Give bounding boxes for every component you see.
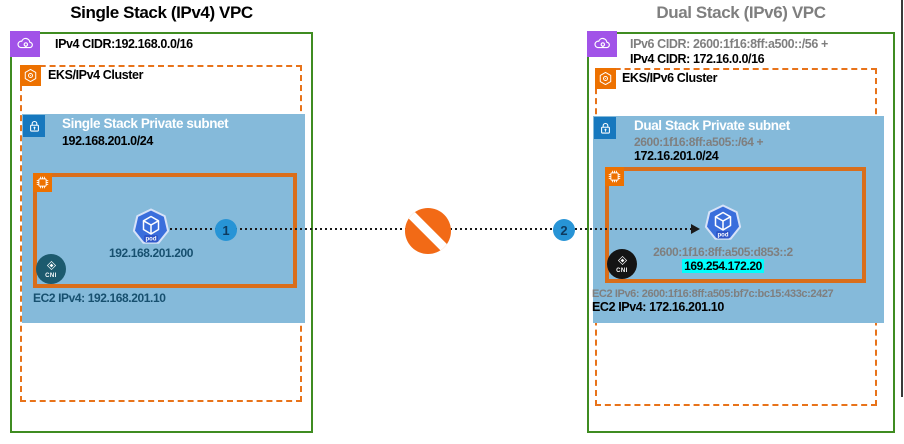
left-ec2-ip: EC2 IPv4: 192.168.201.10 xyxy=(33,291,166,305)
step-2-badge: 2 xyxy=(553,219,575,241)
window-edge-line xyxy=(901,0,903,397)
right-vpc-boundary xyxy=(587,32,895,433)
step-1-label: 1 xyxy=(222,222,230,238)
right-subnet-cidr-v6: 2600:1f16:8ff:a505::/64 + xyxy=(634,135,764,149)
vpc-cloud-icon xyxy=(587,31,617,57)
right-subnet-title: Dual Stack Private subnet xyxy=(634,118,790,133)
ec2-chip-icon xyxy=(33,173,52,192)
pod-icon: pod xyxy=(703,203,743,243)
cni-icon: CNI xyxy=(607,249,637,279)
no-entry-icon xyxy=(405,208,451,254)
right-vpc-title: Dual Stack (IPv6) VPC xyxy=(656,3,826,22)
right-pod-ipv6: 2600:1f16:8ff:a505:d853::2 xyxy=(653,245,793,259)
left-pod-ip: 192.168.201.200 xyxy=(108,246,194,260)
vpc-cloud-icon xyxy=(10,31,40,57)
right-subnet-cidr-v4: 172.16.201.0/24 xyxy=(634,149,719,163)
left-subnet-title: Single Stack Private subnet xyxy=(62,116,229,131)
left-subnet-cidr: 192.168.201.0/24 xyxy=(62,134,153,148)
pod-label: pod xyxy=(718,233,729,239)
right-ec2-ipv4: EC2 IPv4: 172.16.201.10 xyxy=(592,300,724,314)
left-cluster-label: EKS/IPv4 Cluster xyxy=(48,68,144,82)
eks-icon xyxy=(595,68,616,89)
pod-label: pod xyxy=(146,237,157,243)
private-subnet-lock-icon xyxy=(594,117,616,139)
arrowhead-icon xyxy=(691,224,700,234)
step-2-label: 2 xyxy=(560,222,568,238)
right-pod-ipv4: 169.254.172.20 xyxy=(633,259,813,273)
left-vpc-title: Single Stack (IPv4) VPC xyxy=(70,3,253,22)
eks-icon xyxy=(20,65,41,86)
pod-ipv4-highlight: 169.254.172.20 xyxy=(682,259,764,273)
right-ec2-instance-boundary xyxy=(605,167,866,283)
left-vpc-cidr: IPv4 CIDR:192.168.0.0/16 xyxy=(55,37,193,51)
pod-icon: pod xyxy=(131,207,171,247)
step-1-badge: 1 xyxy=(215,219,237,241)
ec2-chip-icon xyxy=(605,167,624,186)
left-ec2-instance-boundary xyxy=(33,173,297,288)
left-vpc-boundary xyxy=(10,32,313,433)
cni-label: CNI xyxy=(616,268,628,274)
right-vpc-cidr-v4: IPv4 CIDR: 172.16.0.0/16 xyxy=(630,52,765,66)
cni-icon: CNI xyxy=(36,254,66,284)
right-cluster-label: EKS/IPv6 Cluster xyxy=(622,71,718,85)
private-subnet-lock-icon xyxy=(23,115,45,137)
right-ec2-ipv6: EC2 IPv6: 2600:1f16:8ff:a505:bf7c:bc15:4… xyxy=(592,288,834,300)
right-vpc-cidr-v6: IPv6 CIDR: 2600:1f16:8ff:a500::/56 + xyxy=(630,37,828,51)
no-entry-slash xyxy=(405,208,451,254)
cni-label: CNI xyxy=(45,273,57,279)
